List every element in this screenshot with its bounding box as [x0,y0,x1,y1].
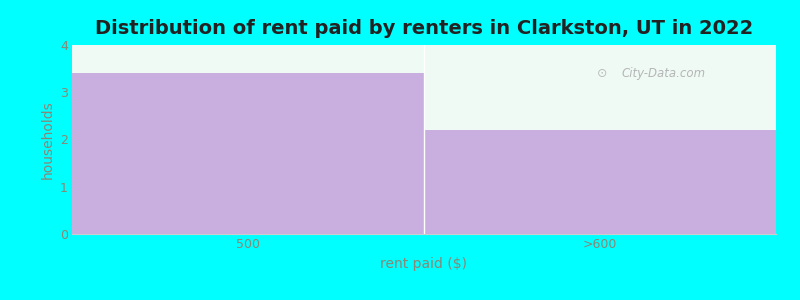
Title: Distribution of rent paid by renters in Clarkston, UT in 2022: Distribution of rent paid by renters in … [95,19,753,38]
Y-axis label: households: households [40,100,54,179]
Bar [72,74,424,234]
Text: City-Data.com: City-Data.com [621,67,706,80]
Bar [424,130,776,234]
X-axis label: rent paid ($): rent paid ($) [381,257,467,271]
Text: ⊙: ⊙ [597,67,607,80]
